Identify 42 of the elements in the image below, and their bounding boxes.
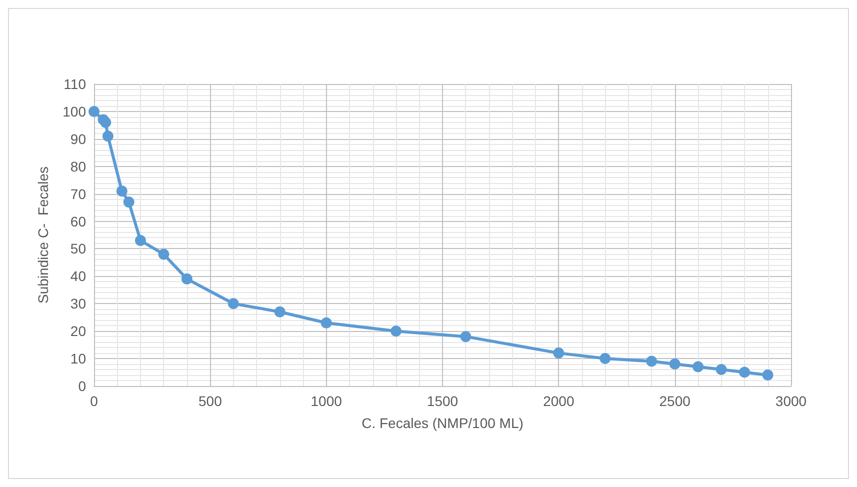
x-tick-label: 2500 xyxy=(659,393,691,409)
point xyxy=(274,306,286,318)
point xyxy=(116,186,128,197)
y-tick-label: 100 xyxy=(62,103,86,120)
point xyxy=(102,130,114,142)
y-axis-title: Subindice C- Fecales xyxy=(35,166,51,304)
x-tick-label: 3000 xyxy=(775,393,807,409)
x-tick-label: 500 xyxy=(198,393,222,409)
point xyxy=(88,106,100,117)
y-tick-label: 80 xyxy=(70,158,86,174)
y-tick-label: 20 xyxy=(70,323,86,340)
y-tick-label: 40 xyxy=(70,268,86,284)
point xyxy=(739,366,750,378)
y-tick-label: 70 xyxy=(70,186,86,202)
point xyxy=(228,298,239,310)
point xyxy=(692,361,704,372)
point xyxy=(320,317,332,328)
y-tick-label: 10 xyxy=(70,350,86,367)
y-tick-label: 30 xyxy=(70,296,86,312)
point xyxy=(134,234,146,246)
point xyxy=(600,353,611,364)
y-tick-label: 110 xyxy=(64,76,86,92)
point xyxy=(646,356,658,367)
y-tick-label: 90 xyxy=(70,130,86,147)
point xyxy=(716,364,727,376)
point xyxy=(460,331,472,342)
point xyxy=(100,116,112,128)
x-tick-label: 1000 xyxy=(310,393,342,409)
point xyxy=(762,370,774,381)
point xyxy=(181,273,192,284)
point xyxy=(123,196,134,208)
point xyxy=(390,326,402,337)
y-tick-label: 50 xyxy=(70,240,86,257)
x-tick-label: 1500 xyxy=(426,393,458,409)
x-axis-title: C. Fecales (NMP/100 ML) xyxy=(362,415,524,431)
point xyxy=(553,348,564,359)
point xyxy=(669,358,680,370)
point xyxy=(158,248,170,260)
y-tick-label: 0 xyxy=(78,378,86,394)
x-tick-label: 0 xyxy=(90,393,98,409)
x-tick-label: 2000 xyxy=(543,393,574,409)
y-tick-label: 60 xyxy=(70,213,86,230)
